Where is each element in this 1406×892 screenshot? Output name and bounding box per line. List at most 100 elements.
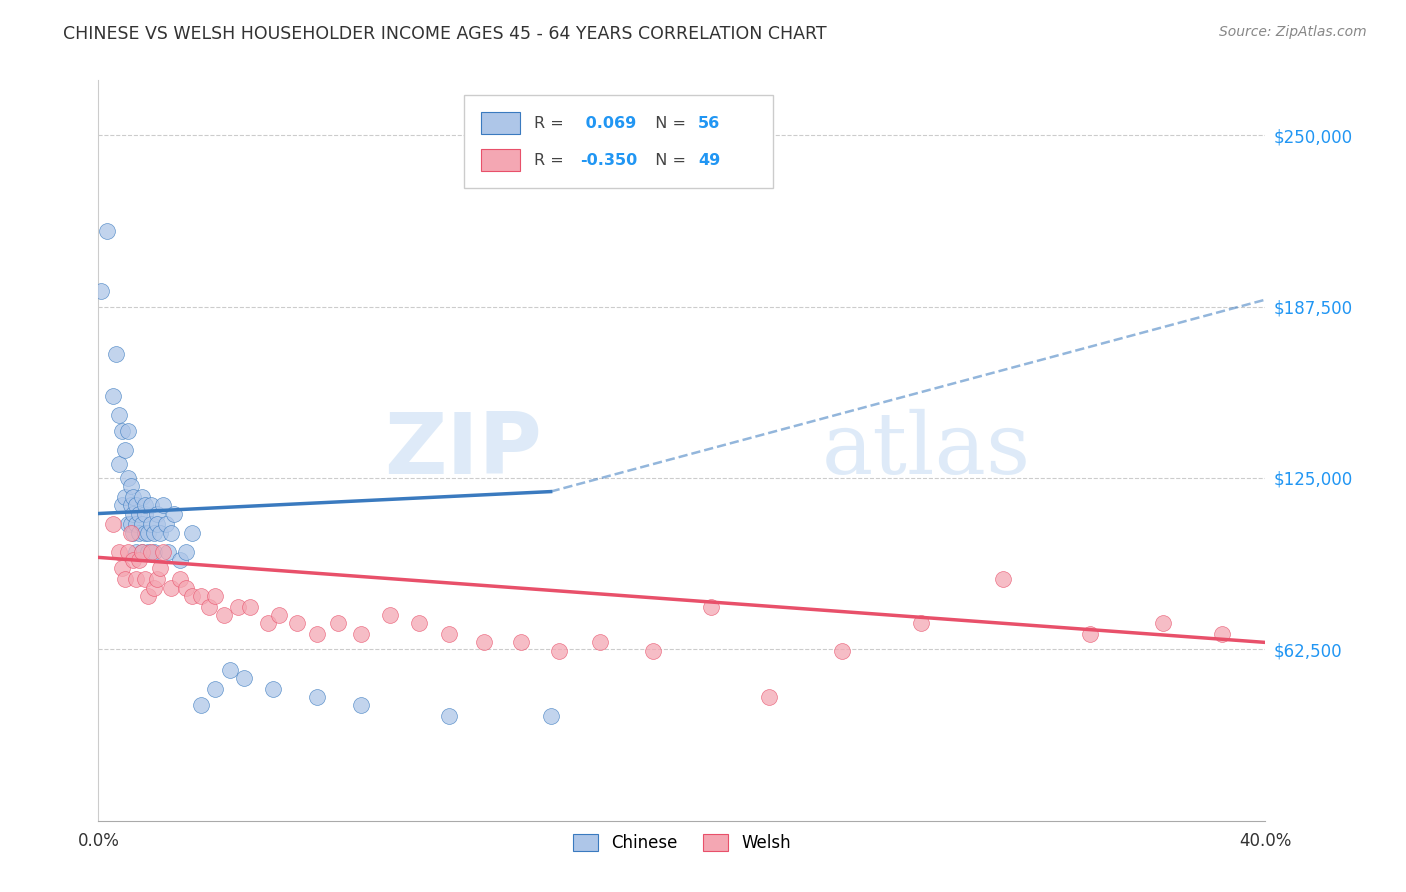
Point xyxy=(134,507,156,521)
Point xyxy=(131,490,153,504)
Point xyxy=(122,490,145,504)
Point xyxy=(350,698,373,713)
Point xyxy=(212,607,235,622)
Legend: Chinese, Welsh: Chinese, Welsh xyxy=(565,826,799,861)
Point xyxy=(540,709,562,723)
Point xyxy=(125,545,148,559)
Point xyxy=(190,589,212,603)
Text: R =: R = xyxy=(534,153,568,168)
Point xyxy=(125,498,148,512)
Point xyxy=(136,545,159,559)
Point xyxy=(149,561,172,575)
Point xyxy=(128,525,150,540)
Text: 56: 56 xyxy=(699,116,720,131)
Point xyxy=(125,572,148,586)
Point xyxy=(380,607,402,622)
Point xyxy=(108,408,131,422)
Point xyxy=(131,517,153,532)
Point xyxy=(472,635,495,649)
Point xyxy=(114,443,136,458)
Point xyxy=(1152,616,1174,631)
Point xyxy=(155,517,177,532)
Point xyxy=(239,599,262,614)
Point xyxy=(108,457,131,471)
FancyBboxPatch shape xyxy=(464,95,773,187)
Point xyxy=(437,627,460,641)
Point xyxy=(152,545,174,559)
Point xyxy=(190,698,212,713)
Point xyxy=(146,572,169,586)
Point xyxy=(174,545,197,559)
Point xyxy=(134,572,156,586)
Point xyxy=(134,498,156,512)
Point xyxy=(134,525,156,540)
Point xyxy=(111,561,134,575)
Text: N =: N = xyxy=(644,153,690,168)
Point xyxy=(160,581,183,595)
Text: 0.069: 0.069 xyxy=(581,116,637,131)
Point xyxy=(114,490,136,504)
Text: ZIP: ZIP xyxy=(384,409,541,492)
Point xyxy=(101,389,124,403)
Point xyxy=(180,525,202,540)
Point xyxy=(991,572,1014,586)
FancyBboxPatch shape xyxy=(481,149,520,171)
Point xyxy=(758,690,780,705)
Point xyxy=(228,599,250,614)
Point xyxy=(142,545,165,559)
Point xyxy=(111,498,134,512)
Point xyxy=(163,507,186,521)
Point xyxy=(285,616,308,631)
Point xyxy=(120,479,142,493)
Point xyxy=(548,643,571,657)
Point xyxy=(96,224,118,238)
Point xyxy=(160,525,183,540)
Point xyxy=(831,643,853,657)
Point xyxy=(117,471,139,485)
Point xyxy=(149,525,172,540)
Point xyxy=(120,517,142,532)
Point xyxy=(204,681,226,696)
Text: -0.350: -0.350 xyxy=(581,153,638,168)
Point xyxy=(437,709,460,723)
Text: atlas: atlas xyxy=(823,409,1031,492)
Point xyxy=(218,663,240,677)
Point xyxy=(1080,627,1102,641)
Point xyxy=(128,553,150,567)
Point xyxy=(326,616,349,631)
Point xyxy=(269,607,291,622)
Point xyxy=(233,671,256,685)
Text: Source: ZipAtlas.com: Source: ZipAtlas.com xyxy=(1219,25,1367,39)
Text: 49: 49 xyxy=(699,153,720,168)
Point xyxy=(131,545,153,559)
Point xyxy=(128,507,150,521)
Point xyxy=(169,553,191,567)
Point xyxy=(307,627,329,641)
Point xyxy=(142,525,165,540)
Point xyxy=(256,616,278,631)
Point xyxy=(307,690,329,705)
Point xyxy=(139,517,162,532)
Point xyxy=(146,517,169,532)
Point xyxy=(1211,627,1233,641)
Point xyxy=(910,616,932,631)
Point xyxy=(120,498,142,512)
Point xyxy=(120,525,142,540)
Point xyxy=(122,553,145,567)
Point xyxy=(111,424,134,438)
Point xyxy=(180,589,202,603)
Point xyxy=(262,681,284,696)
Point xyxy=(122,507,145,521)
Point xyxy=(174,581,197,595)
Point xyxy=(114,572,136,586)
Point xyxy=(152,498,174,512)
Point xyxy=(117,545,139,559)
Point xyxy=(108,545,131,559)
Point xyxy=(408,616,430,631)
Point xyxy=(122,525,145,540)
Point xyxy=(510,635,533,649)
Point xyxy=(125,517,148,532)
Text: CHINESE VS WELSH HOUSEHOLDER INCOME AGES 45 - 64 YEARS CORRELATION CHART: CHINESE VS WELSH HOUSEHOLDER INCOME AGES… xyxy=(63,25,827,43)
Text: R =: R = xyxy=(534,116,568,131)
Point xyxy=(136,589,159,603)
